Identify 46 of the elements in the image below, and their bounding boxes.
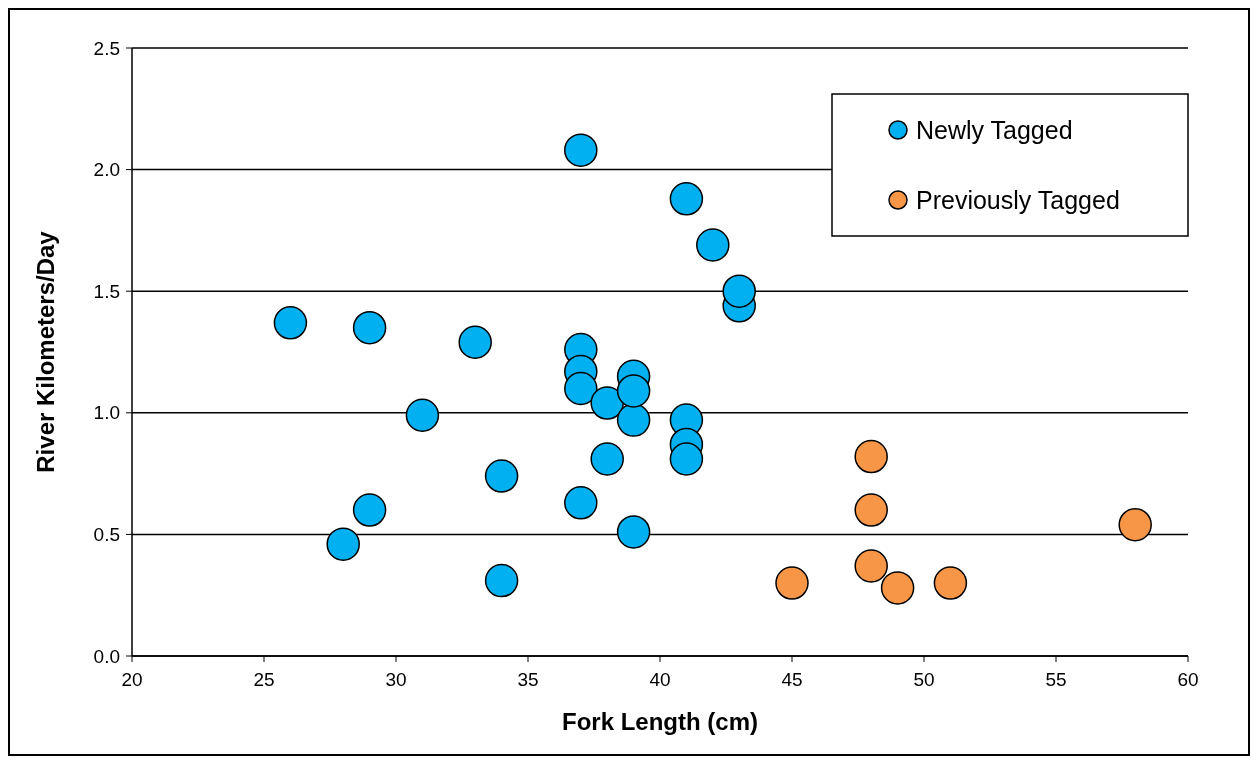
point: [669, 182, 704, 216]
y-tick-label: 1.5: [93, 280, 120, 302]
y-tick-label: 0.0: [93, 645, 120, 667]
x-tick-label: 60: [1177, 669, 1199, 690]
point: [1118, 507, 1152, 542]
x-tick-label: 45: [781, 669, 803, 690]
x-tick-label: 35: [517, 669, 539, 690]
point: [484, 563, 519, 598]
point: [616, 374, 651, 408]
x-axis-title: Fork Length (cm): [562, 708, 758, 735]
y-tick-label: 2.5: [93, 37, 120, 59]
point: [458, 325, 492, 359]
point: [273, 306, 308, 340]
y-tick-label: 0.5: [93, 524, 120, 546]
y-tick-label: 2.0: [93, 159, 120, 181]
x-tick-label: 25: [253, 669, 275, 690]
x-tick-label: 55: [1045, 669, 1067, 690]
y-axis-title: River Kilometers/Day: [32, 230, 59, 473]
point: [854, 549, 888, 583]
legend-label: Newly Tagged: [916, 115, 1073, 144]
point: [854, 439, 888, 474]
point: [722, 274, 756, 308]
point: [326, 527, 360, 561]
point: [484, 459, 519, 493]
point: [616, 515, 651, 549]
point: [880, 571, 915, 605]
point: [616, 403, 651, 437]
point: [352, 310, 387, 345]
point: [564, 133, 598, 167]
x-tick-label: 20: [121, 669, 143, 690]
point: [854, 493, 888, 527]
point: [933, 566, 968, 600]
legend-label: Previously Tagged: [916, 185, 1120, 214]
point: [775, 566, 809, 600]
point: [564, 371, 598, 406]
point: [669, 442, 704, 476]
point: [405, 398, 440, 432]
point: [590, 442, 624, 476]
y-tick-label: 1.0: [93, 402, 120, 424]
point: [590, 386, 624, 420]
x-tick-label: 50: [913, 669, 935, 690]
point: [564, 486, 598, 520]
point: [352, 493, 387, 527]
point: [696, 228, 730, 262]
x-tick-label: 40: [649, 669, 671, 690]
x-tick-label: 30: [385, 669, 407, 690]
